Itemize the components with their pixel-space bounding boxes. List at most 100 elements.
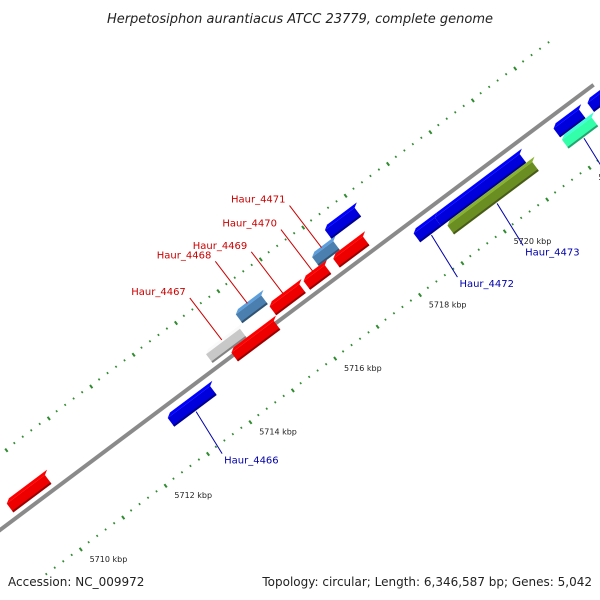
gene-g-l[interactable]	[434, 148, 527, 227]
tick-mark	[352, 187, 355, 190]
tick-mark	[452, 267, 455, 271]
tick-mark	[299, 381, 302, 385]
tick-mark	[97, 378, 101, 381]
tick-mark	[333, 356, 338, 361]
tick-mark	[358, 337, 362, 340]
gene-front-face	[303, 265, 331, 290]
gene-label: Haur_4472	[459, 279, 514, 290]
gene-front-face	[312, 241, 340, 266]
tick-mark	[129, 509, 133, 512]
tick-mark	[13, 441, 16, 445]
gene-g-a[interactable]	[6, 469, 52, 513]
gene-edge	[275, 291, 306, 316]
tick-label: 5722 kbp	[598, 173, 600, 182]
tick-mark	[55, 409, 58, 413]
gene-edge	[308, 272, 332, 290]
gene-front-face	[434, 154, 526, 226]
gene-top-face	[235, 289, 264, 315]
tick-mark	[394, 155, 398, 159]
gene-front-face	[269, 284, 306, 315]
gene-front-face	[231, 320, 280, 361]
gene-edge	[440, 161, 527, 227]
tick-mark	[163, 483, 168, 488]
tick-mark	[462, 104, 465, 108]
gene-g-e[interactable]	[235, 289, 268, 324]
gene-g-n[interactable]	[553, 104, 586, 138]
tick-mark	[206, 451, 210, 457]
gene-top-face	[447, 156, 535, 226]
gene-label-leader	[195, 411, 223, 454]
gene-front-face	[333, 236, 369, 267]
gene-label-leader	[431, 234, 458, 278]
gene-edge	[241, 302, 268, 324]
tick-mark	[513, 66, 518, 71]
tick-mark	[157, 333, 160, 337]
tick-mark	[146, 496, 150, 499]
tick-mark	[426, 286, 430, 290]
gene-top-face	[324, 202, 357, 231]
tick-mark	[180, 471, 184, 474]
tick-mark	[123, 359, 126, 362]
gene-label-leader	[280, 229, 314, 272]
tick-mark	[172, 477, 175, 480]
gene-g-f[interactable]	[269, 278, 306, 316]
gene-top-face	[333, 231, 366, 259]
tick-mark	[547, 41, 550, 44]
map-title: Herpetosiphon aurantiacus ATCC 23779, co…	[107, 12, 493, 27]
tick-mark	[292, 231, 296, 235]
tick-mark	[258, 257, 263, 262]
tick-mark	[316, 369, 319, 372]
tick-mark	[570, 178, 574, 182]
tick-mark	[148, 340, 152, 343]
accession-text: Accession: NC_009972	[8, 575, 144, 589]
tick-mark	[80, 390, 84, 394]
tick-mark	[223, 439, 226, 442]
gene-g-j[interactable]	[324, 202, 362, 239]
tick-mark	[360, 180, 364, 184]
tick-mark	[250, 263, 253, 267]
tick-mark	[284, 238, 287, 241]
gene-g-h[interactable]	[312, 235, 340, 266]
tick-mark	[138, 502, 141, 506]
gene-top-face	[434, 148, 522, 218]
gene-g-i[interactable]	[333, 231, 370, 268]
gene-label-leader	[583, 137, 600, 166]
gene-g-o[interactable]	[561, 112, 599, 149]
gene-g-m[interactable]	[447, 156, 539, 235]
gene-top-face	[6, 469, 48, 504]
tick-mark	[191, 308, 194, 311]
gene-g-g[interactable]	[303, 259, 332, 290]
gene-edge	[558, 116, 586, 138]
gene-front-face	[6, 475, 51, 512]
gene-g-c[interactable]	[206, 323, 247, 364]
tick-mark	[369, 174, 372, 178]
tick-mark	[324, 362, 328, 366]
backbone-layer	[0, 83, 595, 533]
gene-edge	[173, 393, 217, 427]
tick-mark	[479, 91, 482, 95]
tick-mark	[545, 197, 550, 202]
tick-mark	[87, 540, 90, 544]
tick-mark	[290, 388, 295, 393]
tick-mark	[367, 331, 370, 334]
gene-g-p[interactable]	[587, 6, 600, 112]
tick-mark	[486, 242, 489, 245]
tick-mark	[140, 346, 143, 349]
tick-label: 5720 kbp	[514, 237, 552, 246]
gene-front-face	[167, 386, 217, 426]
gene-label-leader	[289, 205, 322, 248]
gene-top-face	[413, 212, 438, 234]
gene-g-b[interactable]	[167, 380, 217, 427]
tick-mark	[104, 528, 107, 531]
gene-label: Haur_4470	[222, 219, 277, 230]
tick-mark	[385, 161, 391, 167]
tick-mark	[231, 432, 235, 436]
gene-g-k[interactable]	[413, 212, 442, 243]
tick-mark	[241, 270, 245, 273]
tick-mark	[384, 318, 387, 321]
tick-mark	[318, 212, 321, 216]
tick-mark	[326, 206, 330, 210]
gene-g-d[interactable]	[231, 315, 281, 362]
tick-mark	[309, 219, 313, 222]
tick-mark	[275, 244, 279, 248]
